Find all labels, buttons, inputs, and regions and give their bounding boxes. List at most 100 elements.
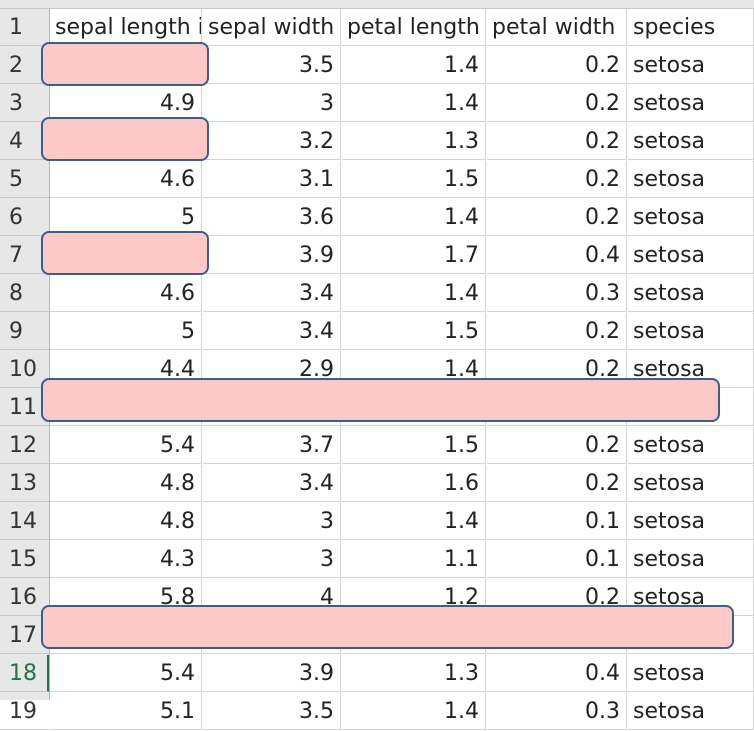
cell-petal-width[interactable]: 0.3 (487, 275, 627, 312)
table-row: 19 5.1 3.5 1.4 0.3 setosa (0, 693, 754, 731)
cell-sepal-width[interactable]: 3.9 (203, 237, 341, 274)
cell-species[interactable]: setosa (628, 655, 754, 692)
cell-petal-length[interactable]: 1.4 (342, 47, 486, 84)
cell-sepal-width[interactable]: 3.6 (203, 199, 341, 236)
cell-species[interactable]: setosa (628, 199, 754, 236)
cell-petal-width[interactable]: 0.1 (487, 541, 627, 578)
cell-sepal-width[interactable]: 3 (203, 541, 341, 578)
cell-sepal-width[interactable]: 3.4 (203, 275, 341, 312)
cell-species[interactable]: setosa (628, 237, 754, 274)
cell-sepal-length[interactable]: 5 (50, 313, 202, 350)
cell-petal-length[interactable]: 1.4 (342, 275, 486, 312)
cell-species[interactable]: setosa (628, 541, 754, 578)
cell-petal-width[interactable]: 0.1 (487, 503, 627, 540)
table-row: 6 5 3.6 1.4 0.2 setosa (0, 199, 754, 237)
header-row: 1 sepal length i sepal width petal lengt… (0, 9, 754, 47)
cell-petal-width[interactable]: 0.2 (487, 427, 627, 464)
row-number[interactable]: 1 (0, 9, 49, 46)
table-row: 3 4.9 3 1.4 0.2 setosa (0, 85, 754, 123)
cell-petal-width[interactable]: 0.2 (487, 123, 627, 160)
cell-petal-width[interactable]: 0.2 (487, 313, 627, 350)
row-number[interactable]: 12 (0, 427, 49, 464)
cell-species[interactable]: setosa (628, 161, 754, 198)
cell-sepal-length[interactable]: 5.1 (50, 693, 202, 730)
cell-petal-width[interactable]: 0.2 (487, 47, 627, 84)
row-number[interactable]: 19 (0, 693, 49, 730)
cell-sepal-length[interactable]: 4.6 (50, 161, 202, 198)
cell-sepal-width[interactable]: 3.2 (203, 123, 341, 160)
cell-petal-width[interactable]: 0.2 (487, 85, 627, 122)
table-row: 9 5 3.4 1.5 0.2 setosa (0, 313, 754, 351)
cell-sepal-width[interactable]: 3.5 (203, 693, 341, 730)
row-number[interactable]: 7 (0, 237, 49, 274)
cell-petal-width[interactable]: 0.2 (487, 161, 627, 198)
row-number[interactable]: 11 (0, 389, 49, 426)
cell-petal-length[interactable]: 1.4 (342, 85, 486, 122)
row-number[interactable]: 3 (0, 85, 49, 122)
row-number[interactable]: 2 (0, 47, 49, 84)
cell-petal-length[interactable]: 1.1 (342, 541, 486, 578)
cell-species[interactable]: setosa (628, 313, 754, 350)
header-cell-sepal-length[interactable]: sepal length i (50, 9, 202, 46)
row-number[interactable]: 5 (0, 161, 49, 198)
row-number[interactable]: 10 (0, 351, 49, 388)
row-number[interactable]: 4 (0, 123, 49, 160)
cell-sepal-length[interactable]: 5.4 (50, 427, 202, 464)
header-cell-petal-width[interactable]: petal width (487, 9, 627, 46)
cell-petal-width[interactable]: 0.4 (487, 655, 627, 692)
cell-petal-length[interactable]: 1.4 (342, 693, 486, 730)
cell-species[interactable]: setosa (628, 123, 754, 160)
header-cell-petal-length[interactable]: petal length (342, 9, 486, 46)
cell-sepal-width[interactable]: 3.5 (203, 47, 341, 84)
cell-petal-length[interactable]: 1.3 (342, 655, 486, 692)
cell-sepal-length[interactable]: 5.4 (50, 655, 202, 692)
cell-species[interactable]: setosa (628, 47, 754, 84)
cell-petal-width[interactable]: 0.3 (487, 693, 627, 730)
masked-cell (41, 42, 209, 86)
cell-sepal-width[interactable]: 3.7 (203, 427, 341, 464)
cell-sepal-length[interactable]: 4.8 (50, 465, 202, 502)
cell-petal-width[interactable]: 0.2 (487, 199, 627, 236)
header-cell-species[interactable]: species (628, 9, 754, 46)
row-number[interactable]: 18 (0, 655, 49, 692)
cell-species[interactable]: setosa (628, 465, 754, 502)
cell-petal-length[interactable]: 1.3 (342, 123, 486, 160)
cell-petal-length[interactable]: 1.4 (342, 503, 486, 540)
cell-sepal-width[interactable]: 3 (203, 85, 341, 122)
cell-species[interactable]: setosa (628, 693, 754, 730)
cell-sepal-width[interactable]: 3.1 (203, 161, 341, 198)
cell-petal-width[interactable]: 0.4 (487, 237, 627, 274)
cell-petal-length[interactable]: 1.4 (342, 199, 486, 236)
row-number[interactable]: 13 (0, 465, 49, 502)
row-number[interactable]: 9 (0, 313, 49, 350)
cell-sepal-width[interactable]: 3 (203, 503, 341, 540)
row-number[interactable]: 17 (0, 617, 49, 654)
cell-species[interactable]: setosa (628, 503, 754, 540)
cell-sepal-width[interactable]: 3.9 (203, 655, 341, 692)
cell-petal-length[interactable]: 1.5 (342, 313, 486, 350)
cell-petal-length[interactable]: 1.7 (342, 237, 486, 274)
table-row: 13 4.8 3.4 1.6 0.2 setosa (0, 465, 754, 503)
cell-sepal-length[interactable]: 4.8 (50, 503, 202, 540)
header-cell-sepal-width[interactable]: sepal width (203, 9, 341, 46)
cell-sepal-width[interactable]: 3.4 (203, 313, 341, 350)
row-number[interactable]: 6 (0, 199, 49, 236)
cell-petal-width[interactable]: 0.2 (487, 465, 627, 502)
row-number[interactable]: 8 (0, 275, 49, 312)
table-row: 5 4.6 3.1 1.5 0.2 setosa (0, 161, 754, 199)
row-number[interactable]: 14 (0, 503, 49, 540)
cell-petal-length[interactable]: 1.5 (342, 161, 486, 198)
cell-species[interactable]: setosa (628, 427, 754, 464)
cell-petal-length[interactable]: 1.5 (342, 427, 486, 464)
row-number[interactable]: 15 (0, 541, 49, 578)
cell-sepal-width[interactable]: 3.4 (203, 465, 341, 502)
cell-species[interactable]: setosa (628, 85, 754, 122)
table-row: 15 4.3 3 1.1 0.1 setosa (0, 541, 754, 579)
masked-row (41, 605, 734, 649)
table-row: 7 3.9 1.7 0.4 setosa (0, 237, 754, 275)
row-number[interactable]: 16 (0, 579, 49, 616)
cell-species[interactable]: setosa (628, 275, 754, 312)
cell-petal-length[interactable]: 1.6 (342, 465, 486, 502)
cell-sepal-length[interactable]: 4.3 (50, 541, 202, 578)
cell-sepal-length[interactable]: 4.6 (50, 275, 202, 312)
